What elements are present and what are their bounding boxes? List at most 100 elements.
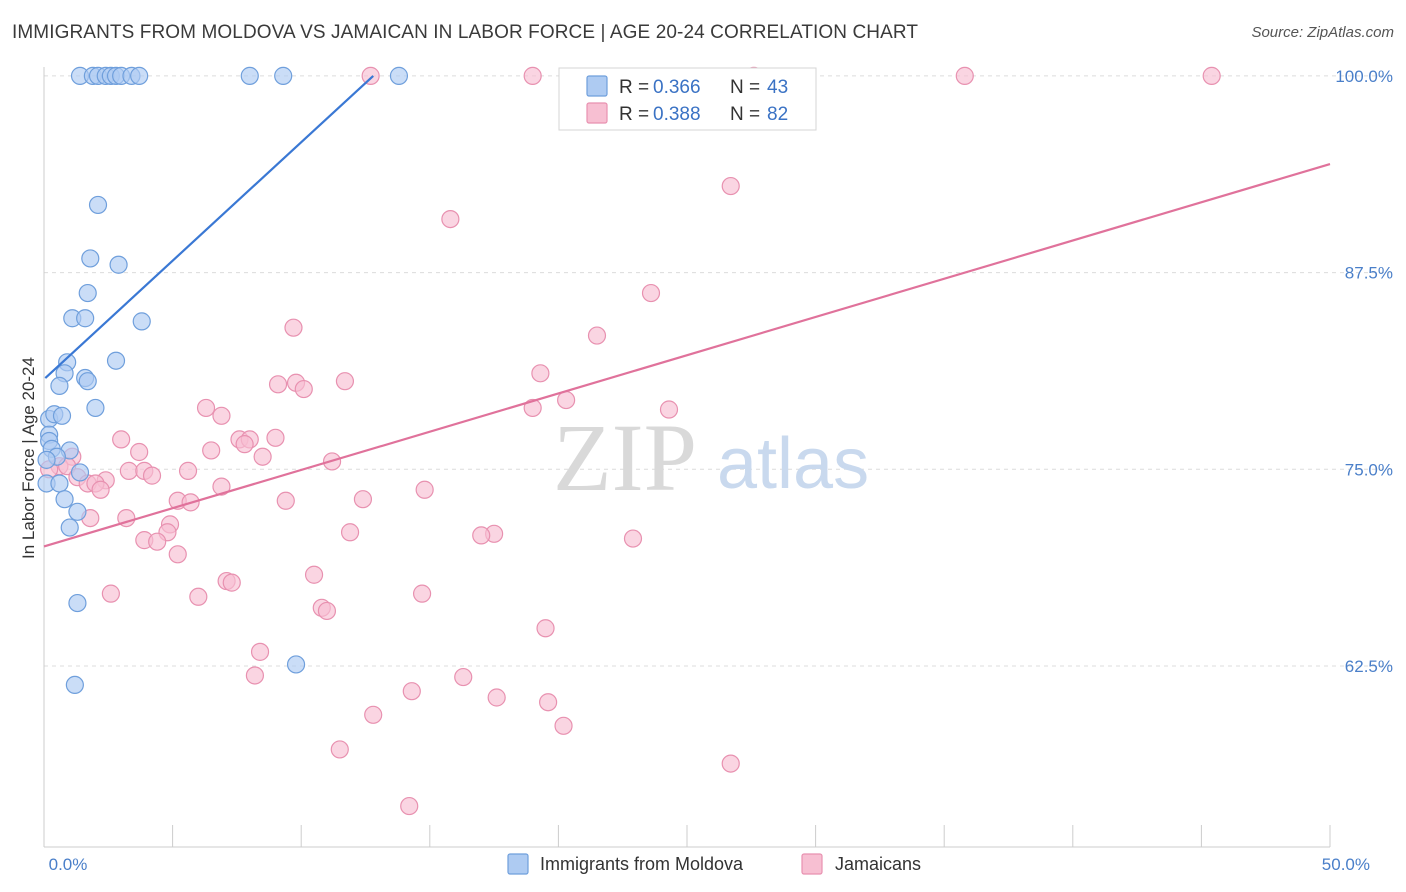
point-jamaicans [335, 372, 355, 391]
bottom-legend-swatch-moldova [507, 853, 529, 875]
x-tick-label: 50.0% [1322, 855, 1370, 874]
point-jamaicans [641, 283, 661, 303]
point-jamaicans [1202, 66, 1221, 85]
legend-n-label-moldova: N = [730, 77, 760, 98]
point-jamaicans [721, 176, 740, 196]
point-jamaicans [361, 66, 380, 85]
point-moldova [55, 490, 74, 509]
point-jamaicans [557, 390, 576, 410]
legend-r-value-jamaicans: 0.388 [653, 104, 701, 125]
bottom-legend-label-jamaicans: Jamaicans [835, 854, 921, 874]
point-jamaicans [294, 379, 313, 399]
point-jamaicans [196, 398, 216, 418]
point-jamaicans [212, 406, 231, 425]
point-moldova [86, 398, 105, 418]
point-jamaicans [119, 461, 138, 480]
point-jamaicans [554, 716, 573, 735]
point-jamaicans [721, 754, 740, 773]
tick-labels: 100.0% 87.5% 75.0% 62.5% 0.0% 50.0% [49, 67, 1393, 874]
legend-r-label-jamaicans: R = [619, 104, 649, 125]
y-axis-title: In Labor Force | Age 20-24 [19, 357, 38, 559]
point-moldova [132, 312, 151, 331]
point-jamaicans [284, 318, 303, 337]
point-jamaicans [268, 375, 288, 394]
point-moldova [240, 66, 259, 85]
point-jamaicans [659, 400, 679, 419]
point-jamaicans [955, 66, 974, 85]
x-tick-label: 0.0% [49, 855, 88, 874]
chart-title: IMMIGRANTS FROM MOLDOVA VS JAMAICAN IN L… [12, 22, 919, 43]
point-jamaicans [454, 667, 473, 687]
legend-swatch-jamaicans [586, 102, 608, 124]
point-jamaicans [317, 601, 337, 621]
point-jamaicans [266, 428, 285, 447]
point-moldova [130, 66, 149, 85]
legend-r-value-moldova: 0.366 [653, 77, 701, 98]
point-moldova [274, 66, 293, 85]
trendline-moldova [44, 75, 374, 379]
legend-n-value-moldova: 43 [767, 77, 788, 98]
y-tick-label: 87.5% [1345, 264, 1393, 283]
point-jamaicans [130, 442, 149, 462]
bottom-legend-label-moldova: Immigrants from Moldova [540, 854, 744, 874]
watermark-zip: ZIP [553, 404, 697, 511]
point-jamaicans [623, 529, 643, 548]
point-jamaicans [330, 740, 349, 759]
point-moldova [37, 450, 56, 469]
point-moldova [78, 283, 97, 303]
y-tick-label: 75.0% [1345, 460, 1393, 479]
point-jamaicans [415, 480, 434, 499]
trend-lines [43, 75, 1331, 548]
data-points [37, 66, 1221, 816]
point-jamaicans [536, 619, 555, 638]
point-jamaicans [148, 532, 167, 551]
point-jamaicans [304, 565, 324, 584]
point-jamaicans [587, 326, 607, 345]
point-jamaicans [202, 441, 221, 460]
point-moldova [81, 249, 100, 268]
legend-n-value-jamaicans: 82 [767, 104, 788, 125]
point-moldova [52, 406, 72, 425]
point-jamaicans [91, 480, 110, 499]
point-jamaicans [412, 584, 432, 603]
point-moldova [109, 255, 128, 274]
bottom-legend-swatch-jamaicans [801, 853, 823, 875]
point-jamaicans [400, 796, 419, 816]
point-moldova [65, 675, 84, 695]
point-jamaicans [340, 523, 360, 542]
grid-lines [44, 75, 1395, 667]
point-jamaicans [189, 587, 208, 606]
y-tick-label: 100.0% [1335, 67, 1393, 86]
point-jamaicans [364, 705, 383, 724]
point-jamaicans [276, 491, 295, 510]
point-jamaicans [235, 435, 254, 454]
point-jamaicans [245, 666, 265, 685]
legend-r-label-moldova: R = [619, 77, 649, 98]
point-moldova [286, 655, 306, 674]
point-jamaicans [222, 573, 241, 592]
point-moldova [68, 502, 87, 521]
point-jamaicans [142, 466, 162, 485]
chart-source: Source: ZipAtlas.com [1251, 24, 1394, 41]
point-jamaicans [539, 693, 558, 712]
point-jamaicans [250, 642, 270, 661]
legend-swatch-moldova [586, 75, 608, 97]
point-jamaicans [402, 682, 421, 701]
point-jamaicans [531, 364, 550, 383]
point-jamaicans [168, 545, 187, 564]
watermark-atlas: atlas [717, 424, 869, 504]
point-moldova [50, 376, 69, 396]
point-moldova [76, 309, 95, 328]
point-jamaicans [112, 430, 131, 449]
point-jamaicans [253, 447, 272, 466]
point-moldova [106, 351, 126, 370]
point-jamaicans [178, 461, 198, 480]
point-moldova [50, 474, 69, 493]
point-moldova [78, 372, 97, 391]
point-jamaicans [487, 688, 506, 707]
point-jamaicans [523, 398, 542, 418]
legend: R = 0.366 N = 43 R = 0.388 N = 82 [558, 67, 817, 131]
point-moldova [389, 66, 409, 85]
y-tick-label: 62.5% [1345, 657, 1393, 676]
